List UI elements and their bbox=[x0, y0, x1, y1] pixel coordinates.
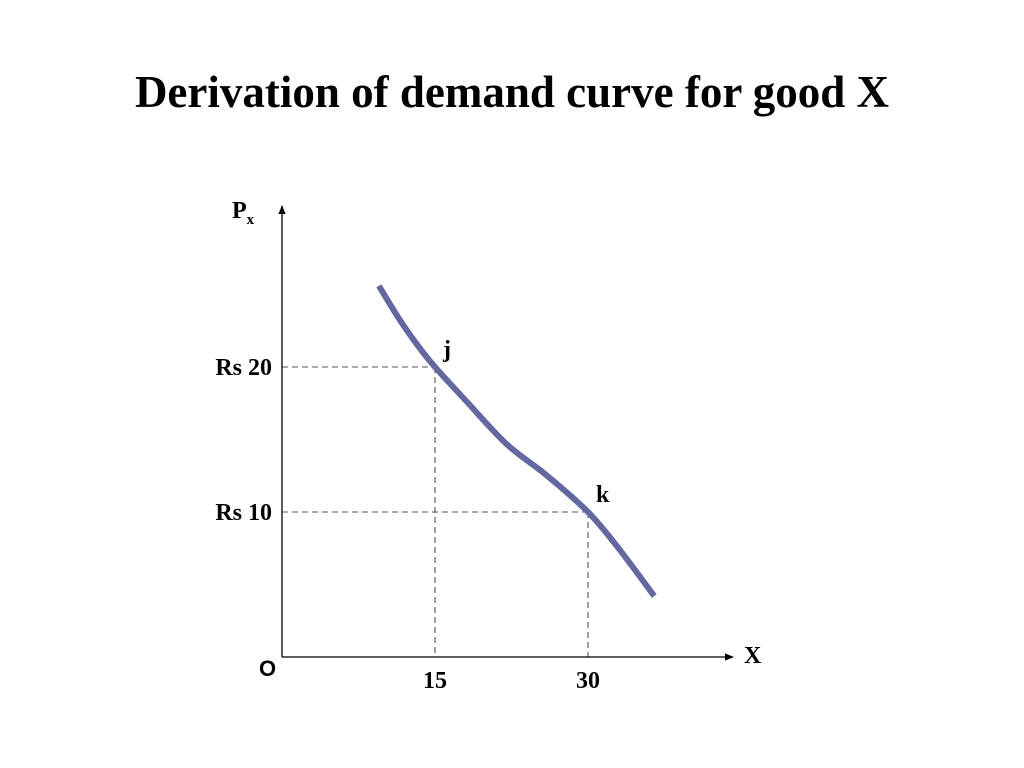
demand-curve bbox=[376, 284, 657, 598]
y-axis-label: Px bbox=[232, 198, 255, 228]
point-label-k: k bbox=[596, 482, 610, 508]
x-axis-label: X bbox=[744, 643, 762, 669]
point-label-j: j bbox=[442, 337, 451, 363]
origin-label: O bbox=[259, 656, 276, 681]
x-tick-label: 30 bbox=[576, 668, 600, 694]
x-tick-label: 15 bbox=[423, 668, 447, 694]
y-tick-label: Rs 20 bbox=[215, 355, 272, 381]
y-tick-label: Rs 10 bbox=[215, 500, 272, 526]
guide-lines bbox=[282, 366, 589, 657]
chart-title: Derivation of demand curve for good X bbox=[134, 67, 890, 117]
